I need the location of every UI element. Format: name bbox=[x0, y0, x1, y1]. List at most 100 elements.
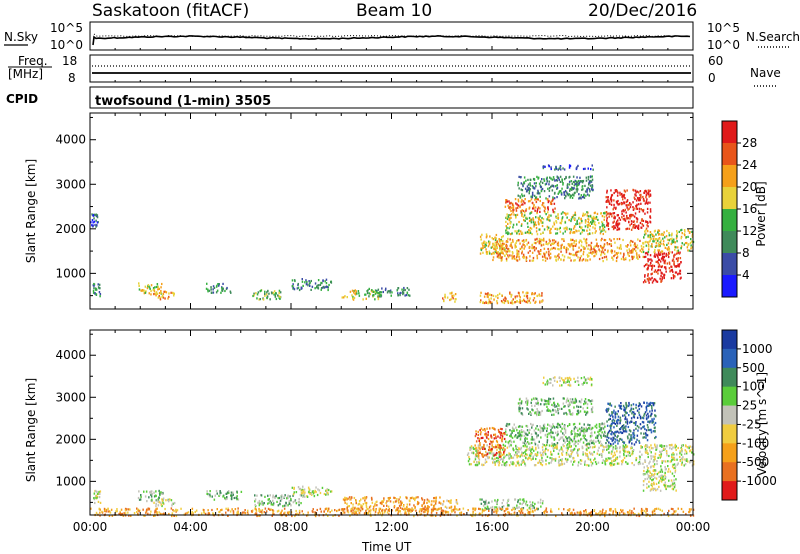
velocity-cell bbox=[541, 452, 544, 455]
velocity-cell bbox=[606, 459, 609, 462]
power-cell bbox=[626, 217, 628, 220]
velocity-cell bbox=[649, 474, 651, 478]
velocity-cell bbox=[138, 498, 141, 501]
power-cell bbox=[556, 176, 559, 179]
power-cell bbox=[525, 300, 527, 304]
power-cell bbox=[577, 179, 580, 183]
power-cell bbox=[566, 184, 569, 187]
power-cell bbox=[571, 242, 573, 245]
velocity-cell bbox=[509, 439, 512, 442]
velocity-cell bbox=[663, 445, 666, 448]
velocity-cell bbox=[552, 423, 554, 426]
power-cell bbox=[506, 240, 509, 243]
velocity-cell bbox=[349, 498, 351, 501]
velocity-cell bbox=[553, 403, 556, 406]
velocity-cell bbox=[513, 454, 516, 457]
power-cell bbox=[561, 179, 564, 182]
power-cell bbox=[218, 283, 220, 286]
power-cell bbox=[351, 289, 354, 292]
power-cell bbox=[619, 252, 622, 255]
power-cell bbox=[612, 228, 615, 231]
velocity-cell bbox=[633, 414, 635, 417]
velocity-cell bbox=[369, 505, 372, 508]
velocity-cell bbox=[646, 477, 649, 480]
velocity-cell bbox=[666, 452, 668, 455]
power-cell bbox=[642, 242, 645, 245]
velocity-cell bbox=[353, 507, 356, 510]
velocity-cell bbox=[536, 451, 539, 454]
velocity-cell bbox=[594, 425, 596, 428]
velocity-cell bbox=[97, 500, 100, 503]
power-cell bbox=[581, 226, 583, 229]
velocity-cell bbox=[649, 471, 652, 474]
power-cell bbox=[629, 217, 631, 220]
velocity-cell bbox=[498, 464, 500, 467]
velocity-cell bbox=[537, 410, 539, 413]
velocity-cell bbox=[501, 440, 503, 443]
velocity-cell bbox=[569, 398, 572, 401]
velocity-cell bbox=[622, 414, 624, 417]
velocity-cell bbox=[637, 429, 639, 432]
power-cell bbox=[499, 253, 501, 256]
velocity-cell bbox=[647, 467, 649, 470]
velocity-cell bbox=[576, 410, 579, 413]
power-cell bbox=[444, 296, 446, 299]
power-cell bbox=[566, 216, 568, 219]
velocity-cell bbox=[672, 488, 675, 491]
power-cell bbox=[560, 193, 563, 196]
velocity-cell bbox=[308, 488, 310, 491]
power-cell bbox=[506, 226, 508, 229]
power-cell bbox=[601, 246, 603, 249]
velocity-cell bbox=[636, 409, 639, 412]
velocity-cell bbox=[589, 458, 592, 461]
velocity-cell bbox=[389, 500, 392, 503]
velocity-cell bbox=[633, 432, 635, 435]
power-cell bbox=[650, 258, 652, 261]
power-cell bbox=[624, 197, 626, 200]
velocity-cell bbox=[675, 445, 677, 448]
power-cell bbox=[683, 243, 685, 246]
power-cell bbox=[492, 258, 494, 262]
power-cell bbox=[522, 185, 524, 188]
power-cell bbox=[668, 248, 671, 251]
power-cell bbox=[573, 259, 575, 262]
velocity-cell bbox=[167, 499, 169, 502]
power-cell bbox=[658, 249, 661, 252]
velocity-cell bbox=[636, 438, 638, 441]
velocity-cell bbox=[491, 500, 493, 503]
velocity-cell bbox=[289, 502, 291, 506]
power-cell bbox=[553, 246, 555, 250]
velocity-cell bbox=[570, 400, 572, 403]
power-cell bbox=[558, 248, 560, 251]
power-cell bbox=[547, 253, 550, 256]
velocity-cell bbox=[654, 421, 657, 425]
velocity-cell bbox=[148, 496, 150, 499]
velocity-cell bbox=[491, 441, 493, 444]
velocity-cell bbox=[630, 404, 633, 407]
velocity-cell bbox=[584, 463, 586, 466]
velocity-cell bbox=[564, 377, 567, 380]
power-cell bbox=[576, 221, 578, 224]
velocity-cell bbox=[600, 442, 603, 446]
velocity-cell bbox=[651, 407, 653, 410]
velocity-cell bbox=[679, 450, 681, 453]
velocity-cell bbox=[489, 443, 491, 446]
velocity-cell bbox=[642, 425, 645, 429]
power-cell bbox=[539, 240, 542, 244]
power-cell bbox=[681, 232, 683, 235]
power-cell bbox=[664, 236, 666, 239]
velocity-cell bbox=[574, 399, 576, 402]
power-cell bbox=[387, 290, 389, 293]
velocity-cell bbox=[388, 508, 391, 511]
velocity-cell bbox=[467, 452, 470, 455]
power-cell bbox=[542, 218, 545, 221]
velocity-cell bbox=[686, 458, 688, 461]
power-cell bbox=[213, 286, 216, 289]
velocity-cell bbox=[501, 453, 504, 456]
nsky-tick-max: 10^5 bbox=[50, 21, 83, 35]
velocity-cell bbox=[502, 460, 504, 463]
velocity-cell bbox=[522, 459, 524, 462]
velocity-cell bbox=[574, 401, 576, 404]
power-cell bbox=[579, 225, 581, 228]
power-cell bbox=[651, 266, 654, 269]
